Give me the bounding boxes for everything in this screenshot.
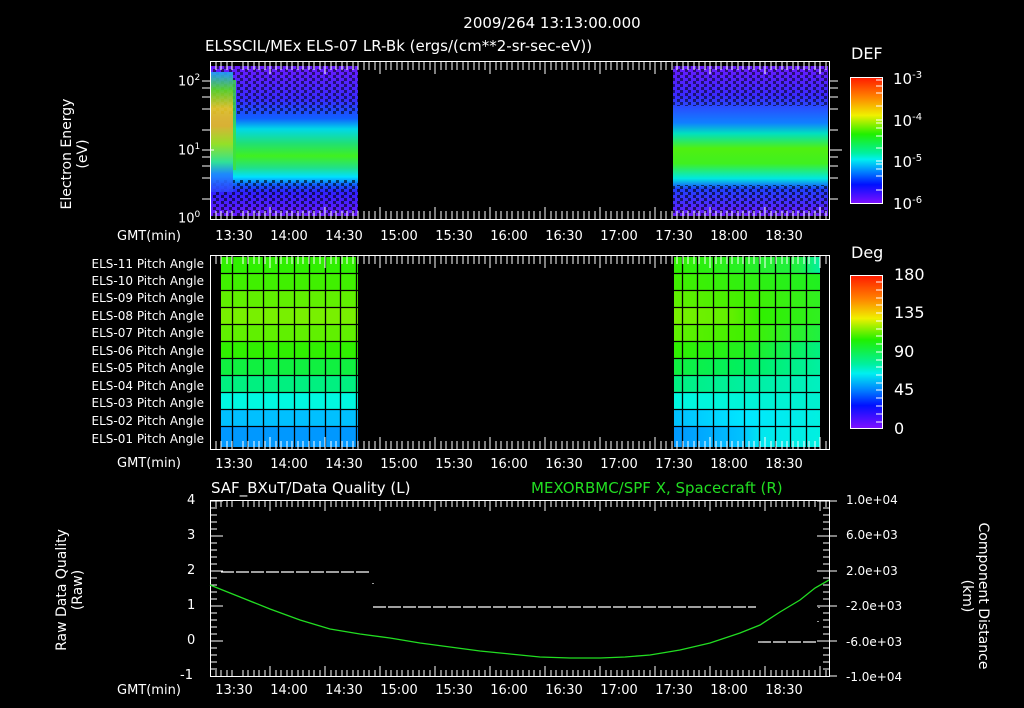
energy-ytick-1: 100	[178, 210, 201, 227]
xtick: 14:00	[270, 229, 308, 244]
pitch-row-label: ELS-08 Pitch Angle	[91, 309, 204, 323]
pitch-row-label: ELS-11 Pitch Angle	[91, 257, 204, 271]
quality-ylabel-left: Raw Data Quality (Raw)	[54, 520, 86, 660]
distance-ytick: 6.0e+03	[846, 528, 898, 542]
quality-title-right: MEXORBMC/SPF X, Spacecraft (R)	[531, 479, 783, 497]
xtick: 15:30	[435, 457, 473, 472]
xtick: 15:30	[435, 683, 473, 698]
pitch-angle-grid	[221, 257, 820, 447]
def-cbar-tick-1e-5: 10-5	[893, 153, 923, 171]
quality-title-left: SAF_BXuT/Data Quality (L)	[211, 479, 411, 497]
pitch-row-label: ELS-01 Pitch Angle	[91, 432, 204, 446]
def-cbar-tick-1e-3: 10-3	[893, 70, 923, 88]
quality-ytick: 4	[187, 493, 196, 508]
deg-cbar-tick: 135	[894, 303, 925, 322]
xtick: 18:00	[710, 457, 748, 472]
xtick: 14:30	[325, 229, 363, 244]
data-quality-series	[221, 571, 820, 643]
xtick: 16:30	[545, 683, 583, 698]
distance-ylabel-line1: Component Distance	[975, 522, 991, 670]
quality-ylabel-line2: (Raw)	[70, 569, 86, 611]
distance-ytick: -1.0e+04	[846, 670, 903, 684]
def-cbar-title: DEF	[851, 44, 883, 63]
energy-ytick-10: 101	[178, 142, 201, 159]
quality-xlabel: GMT(min)	[117, 683, 181, 698]
xtick: 14:00	[270, 457, 308, 472]
xtick: 15:30	[435, 229, 473, 244]
pitch-xlabel: GMT(min)	[117, 456, 181, 471]
plot-datetime: 2009/264 13:13:00.000	[463, 14, 641, 32]
xtick: 15:00	[380, 683, 418, 698]
xtick: 14:30	[325, 457, 363, 472]
quality-ytick: 1	[187, 598, 196, 613]
xtick: 16:30	[545, 457, 583, 472]
xtick: 15:00	[380, 229, 418, 244]
deg-cbar-title: Deg	[851, 243, 884, 262]
xtick: 18:30	[765, 457, 803, 472]
xtick: 14:00	[270, 683, 308, 698]
quality-ylabel-line1: Raw Data Quality	[54, 529, 70, 651]
xtick: 17:30	[655, 683, 693, 698]
distance-ytick: 1.0e+04	[846, 493, 898, 507]
quality-ytick: 2	[187, 563, 196, 578]
energy-xlabel: GMT(min)	[117, 229, 181, 244]
pitch-row-label: ELS-07 Pitch Angle	[91, 326, 204, 340]
distance-ytick: -2.0e+03	[846, 599, 903, 613]
energy-ytick-100: 102	[178, 73, 201, 90]
def-cbar-tick-1e-6: 10-6	[893, 195, 923, 213]
distance-ylabel-right: Component Distance (km)	[959, 511, 991, 681]
xtick: 16:00	[490, 683, 528, 698]
plot-title: ELSSCIL/MEx ELS-07 LR-Bk (ergs/(cm**2-sr…	[205, 37, 593, 55]
xtick: 15:00	[380, 457, 418, 472]
pitch-row-label: ELS-03 Pitch Angle	[91, 396, 204, 410]
pitch-row-label: ELS-04 Pitch Angle	[91, 379, 204, 393]
xtick: 16:00	[490, 457, 528, 472]
xtick: 18:00	[710, 229, 748, 244]
xtick: 13:30	[215, 457, 253, 472]
xtick: 13:30	[215, 229, 253, 244]
pitch-row-label: ELS-10 Pitch Angle	[91, 274, 204, 288]
xtick: 16:00	[490, 229, 528, 244]
deg-cbar-tick: 0	[894, 419, 905, 438]
xtick: 16:30	[545, 229, 583, 244]
quality-ytick: -1	[180, 668, 193, 683]
xtick: 14:30	[325, 683, 363, 698]
xtick: 17:00	[600, 229, 638, 244]
xtick: 18:00	[710, 683, 748, 698]
xtick: 18:30	[765, 229, 803, 244]
xtick: 17:00	[600, 683, 638, 698]
def-cbar-tick-1e-4: 10-4	[893, 112, 923, 130]
xtick: 13:30	[215, 683, 253, 698]
distance-ytick: -6.0e+03	[846, 635, 903, 649]
xtick: 17:30	[655, 229, 693, 244]
deg-cbar-tick: 90	[894, 342, 915, 361]
deg-cbar-tick: 45	[894, 380, 915, 399]
pitch-row-label: ELS-02 Pitch Angle	[91, 414, 204, 428]
xtick: 18:30	[765, 683, 803, 698]
deg-cbar-tick: 180	[894, 265, 925, 284]
xtick: 17:30	[655, 457, 693, 472]
distance-ytick: 2.0e+03	[846, 564, 898, 578]
pitch-row-label: ELS-05 Pitch Angle	[91, 361, 204, 375]
spacecraft-x-series	[209, 579, 830, 659]
pitch-row-label: ELS-06 Pitch Angle	[91, 344, 204, 358]
pitch-row-label: ELS-09 Pitch Angle	[91, 291, 204, 305]
quality-ytick: 0	[187, 633, 196, 648]
distance-ylabel-line2: (km)	[959, 579, 975, 613]
xtick: 17:00	[600, 457, 638, 472]
quality-ytick: 3	[187, 528, 196, 543]
